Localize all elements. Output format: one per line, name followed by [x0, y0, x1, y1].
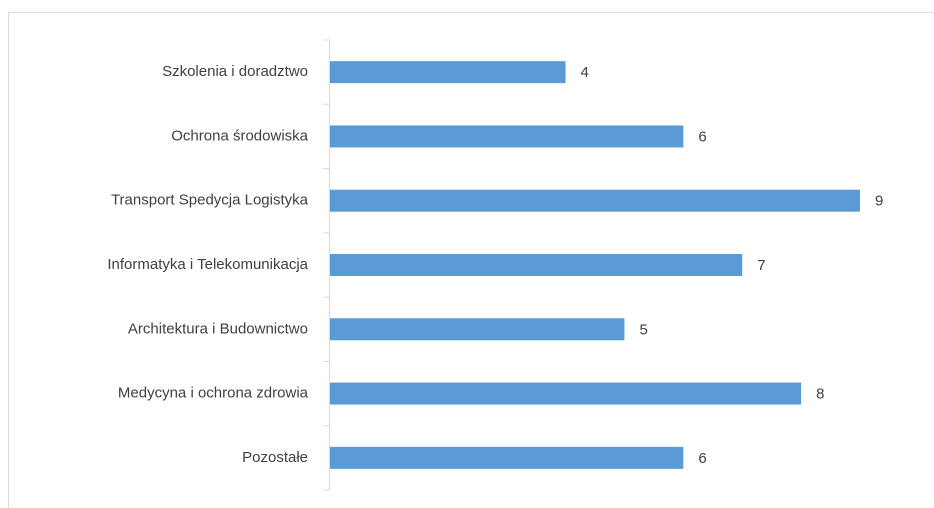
data-label: 6	[698, 450, 706, 467]
bar	[330, 61, 566, 84]
data-label: 8	[816, 386, 824, 403]
bar	[330, 254, 743, 276]
bar	[330, 382, 802, 405]
bar	[330, 189, 860, 212]
category-label: Szkolenia i doradztwo	[162, 63, 308, 80]
chart-frame	[8, 12, 934, 508]
category-label: Informatyka i Telekomunikacja	[107, 256, 308, 273]
data-label: 6	[698, 128, 706, 145]
category-label: Ochrona środowiska	[171, 127, 308, 144]
data-label: 5	[639, 321, 647, 338]
data-label: 9	[875, 193, 883, 210]
category-label: Transport Spedycja Logistyka	[111, 192, 309, 209]
data-label: 4	[581, 64, 589, 81]
data-label: 7	[757, 257, 765, 274]
bar	[330, 125, 684, 148]
bar	[330, 318, 625, 341]
category-label: Medycyna i ochrona zdrowia	[118, 385, 309, 402]
category-label: Architektura i Budownictwo	[128, 320, 308, 337]
category-label: Pozostałe	[242, 449, 308, 466]
bar	[330, 446, 684, 469]
